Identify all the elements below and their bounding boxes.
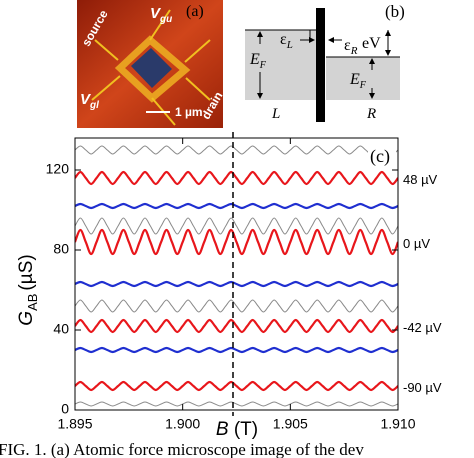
series-line — [75, 217, 398, 235]
ylabel-main: G — [16, 311, 37, 326]
y-tick-label: 80 — [53, 241, 69, 257]
series-line — [75, 380, 398, 392]
vgu-main: V — [150, 5, 162, 22]
series-label: 0 µV — [403, 236, 430, 251]
vgu-sub: gu — [159, 14, 172, 25]
series-label: -42 µV — [403, 320, 442, 335]
eps-sub: L — [286, 39, 293, 51]
y-tick-label: 120 — [46, 161, 70, 177]
ef-sub: F — [359, 80, 367, 91]
eps-main: ε — [344, 37, 351, 54]
eps-main: ε — [280, 31, 287, 48]
label-bg — [368, 145, 396, 165]
panel-label: (c) — [370, 146, 390, 167]
y-tick-label: 40 — [53, 321, 69, 337]
leads — [91, 9, 211, 126]
series-label: 48 µV — [403, 172, 438, 187]
right-label: R — [366, 106, 376, 122]
barrier — [316, 8, 325, 122]
xlabel-unit: (T) — [234, 419, 258, 440]
series-label: -90 µV — [403, 380, 442, 395]
ef-right: EF — [349, 71, 367, 91]
x-tick-label: 1.905 — [273, 416, 308, 432]
series-line — [75, 346, 398, 354]
ev-label: eV — [362, 35, 381, 52]
series-line — [75, 318, 398, 334]
x-tick-label: 1.895 — [57, 416, 92, 432]
caption: FIG. 1. (a) Atomic force microscope imag… — [0, 440, 364, 458]
eps-sub: R — [350, 45, 358, 57]
ylabel-sub: AB — [25, 294, 40, 311]
panel-b: (b) εL εR eV EF EF L R — [245, 2, 405, 122]
plot-frame — [74, 137, 399, 411]
series-line — [75, 170, 398, 186]
scale-label: 1 µm — [175, 105, 203, 119]
ef-sub: F — [259, 60, 267, 71]
series-line — [75, 145, 398, 155]
ef-main: E — [349, 71, 360, 88]
vgl-label: Vgl — [80, 91, 99, 111]
x-tick-label: 1.900 — [165, 416, 200, 432]
ef-left: EF — [249, 51, 267, 71]
panel-c: (c) B (T) GAB (µS) 1.895 1.900 1.905 1.910 0 4… — [16, 132, 442, 440]
panel-label: (a) — [186, 3, 204, 20]
center — [131, 48, 172, 88]
series-line — [75, 228, 398, 256]
left-lead — [245, 30, 318, 100]
series-line — [75, 202, 398, 210]
left-label: L — [271, 106, 280, 122]
ring — [114, 35, 191, 103]
curves — [75, 145, 398, 407]
series-line — [75, 401, 398, 407]
vgl-sub: gl — [89, 100, 99, 111]
ylabel-unit: (µS) — [16, 254, 37, 290]
xlabel-main: B — [216, 419, 229, 440]
eps-l: εL — [280, 31, 293, 51]
panel-a: (a) source Vgu Vgl drain 1 µm — [77, 0, 225, 128]
right-lead — [326, 57, 400, 100]
x-tick-label: 1.910 — [380, 416, 415, 432]
vgu-label: Vgu — [150, 5, 172, 25]
series-line — [75, 299, 398, 313]
x-axis-label: B (T) — [216, 419, 258, 440]
y-axis-label: GAB (µS) — [16, 254, 40, 325]
ef-main: E — [249, 51, 260, 68]
panel-label: (b) — [385, 2, 405, 21]
vgl-main: V — [80, 91, 92, 108]
y-tick-label: 0 — [61, 401, 69, 417]
series-line — [75, 280, 398, 288]
eps-r: εR — [344, 37, 358, 57]
